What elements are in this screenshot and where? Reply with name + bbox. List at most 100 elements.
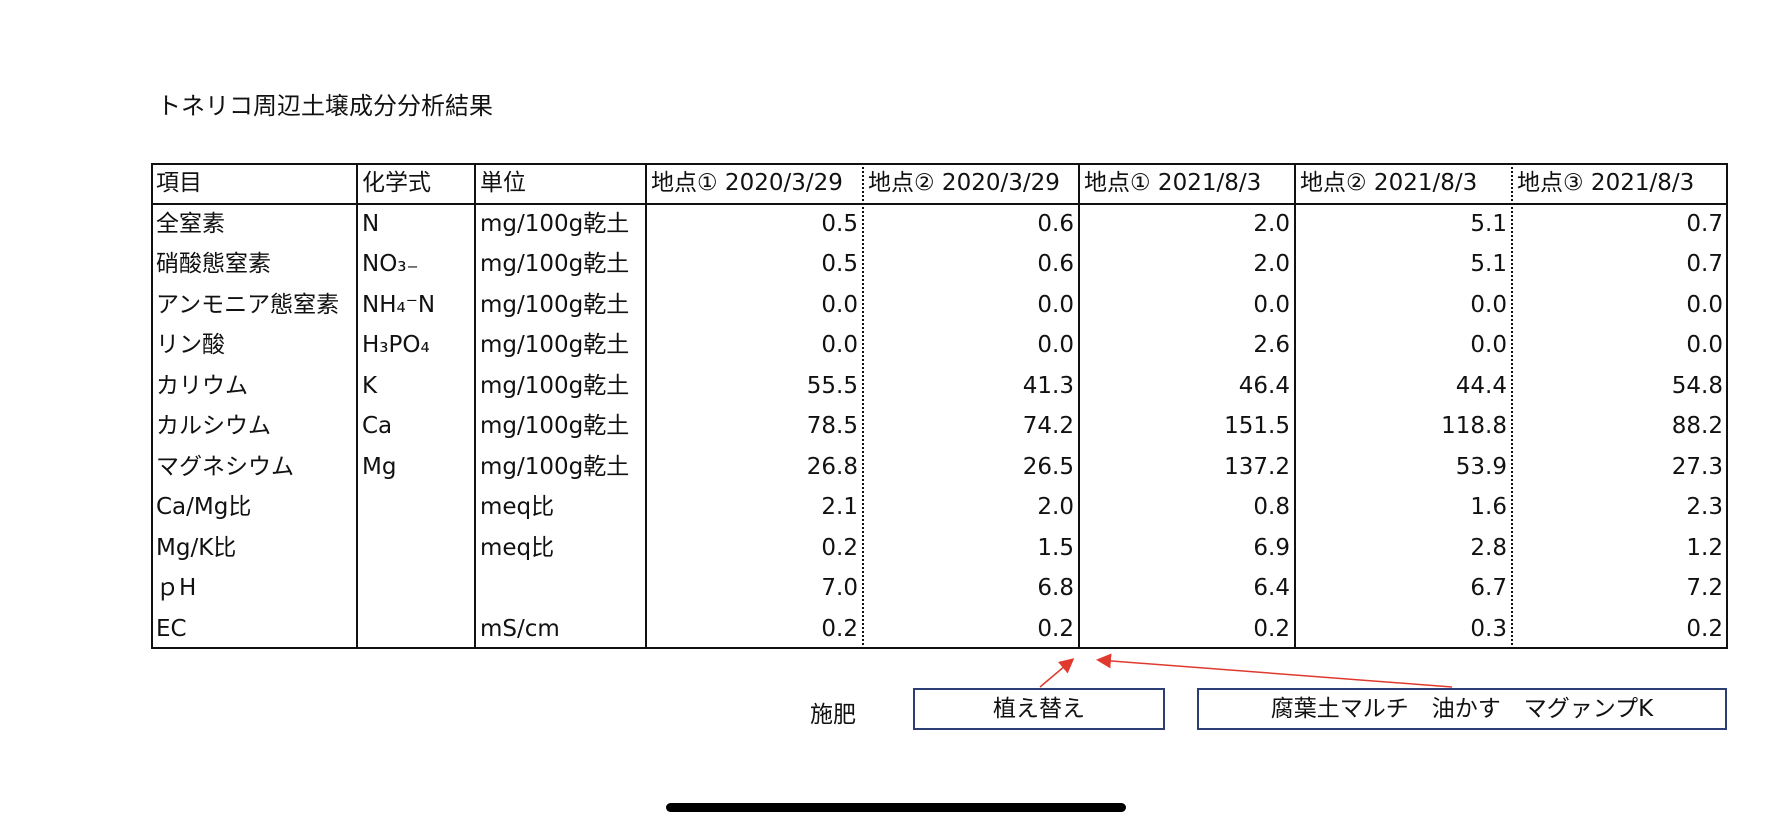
table-cell: 2.0	[1037, 494, 1074, 520]
table-cell: 硝酸態窒素	[156, 251, 271, 277]
table-cell: 6.8	[1037, 575, 1074, 601]
table-cell: H₃PO₄	[362, 332, 430, 358]
table-cell: mg/100g乾土	[480, 453, 630, 480]
table-border	[474, 163, 476, 649]
table-cell: 6.9	[1253, 534, 1290, 561]
table-cell: 88.2	[1671, 413, 1723, 439]
table-cell: 0.7	[1686, 251, 1723, 277]
table-cell: 2.1	[821, 494, 858, 520]
arrow	[1039, 658, 1075, 688]
table-cell: 0.0	[821, 332, 858, 358]
table-cell: 7.2	[1686, 575, 1723, 601]
table-cell: 27.3	[1671, 453, 1723, 480]
table-cell: K	[362, 372, 378, 399]
table-border	[645, 163, 647, 649]
table-cell: mg/100g乾土	[480, 210, 630, 237]
fertilizer-event: 腐葉土マルチ 油かす マグァンプK	[1197, 688, 1727, 730]
table-cell: 0.0	[1037, 291, 1074, 318]
table-cell: meq比	[480, 534, 555, 561]
table-cell: 55.5	[806, 372, 858, 399]
table-cell: 7.0	[821, 575, 858, 601]
table-cell: 41.3	[1022, 372, 1074, 399]
header-cell: 地点② 2021/8/3	[1300, 170, 1478, 196]
table-cell: NH₄⁻N	[362, 291, 436, 318]
table-cell: N	[362, 210, 380, 237]
header-cell: 項目	[156, 170, 202, 196]
table-cell: 0.6	[1037, 210, 1074, 237]
table-cell: 26.5	[1022, 453, 1074, 480]
table-cell: アンモニア態窒素	[156, 291, 340, 318]
table-cell: 1.6	[1470, 494, 1507, 520]
table-cell: 0.3	[1470, 615, 1507, 642]
fertilizer-label: 施肥	[810, 702, 856, 728]
table-cell: 0.0	[1253, 291, 1290, 318]
table-cell: mg/100g乾土	[480, 251, 630, 277]
table-cell: 46.4	[1238, 372, 1290, 399]
table-cell: mg/100g乾土	[480, 413, 630, 439]
table-cell: Ca/Mg比	[156, 494, 252, 520]
table-cell: 0.7	[1686, 210, 1723, 237]
table-cell: meq比	[480, 494, 555, 520]
table-cell: 0.2	[821, 534, 858, 561]
table-cell: 6.7	[1470, 575, 1507, 601]
table-cell: 2.0	[1253, 210, 1290, 237]
header-cell: 地点② 2020/3/29	[868, 170, 1060, 196]
table-cell: 0.8	[1253, 494, 1290, 520]
table-border	[151, 202, 1728, 205]
table-border	[1511, 163, 1513, 649]
table-cell: 44.4	[1455, 372, 1507, 399]
table-border	[1294, 163, 1296, 649]
table-cell: マグネシウム	[156, 453, 294, 480]
table-cell: 0.5	[821, 251, 858, 277]
table-cell: 6.4	[1253, 575, 1290, 601]
table-cell: mg/100g乾土	[480, 291, 630, 318]
table-cell: 0.2	[1686, 615, 1723, 642]
table-cell: mg/100g乾土	[480, 332, 630, 358]
table-cell: 2.0	[1253, 251, 1290, 277]
table-cell: Mg	[362, 453, 397, 480]
table-cell: 1.2	[1686, 534, 1723, 561]
table-border	[356, 163, 358, 649]
table-cell: 0.2	[1253, 615, 1290, 642]
table-border	[862, 163, 864, 649]
header-cell: 単位	[480, 170, 526, 196]
table-cell: 137.2	[1224, 453, 1290, 480]
header-cell: 化学式	[362, 170, 431, 196]
arrow	[1096, 653, 1453, 688]
table-cell: Mg/K比	[156, 534, 237, 561]
table-border	[1078, 163, 1080, 649]
table-cell: 0.0	[1037, 332, 1074, 358]
table-cell: 1.5	[1037, 534, 1074, 561]
table-cell: 151.5	[1224, 413, 1290, 439]
table-cell: 0.5	[821, 210, 858, 237]
table-cell: 118.8	[1441, 413, 1507, 439]
table-cell: ｐH	[156, 575, 197, 601]
table-cell: 54.8	[1671, 372, 1723, 399]
table-cell: 26.8	[806, 453, 858, 480]
table-cell: 0.0	[1470, 332, 1507, 358]
table-cell: 2.8	[1470, 534, 1507, 561]
table-cell: 78.5	[806, 413, 858, 439]
header-cell: 地点① 2021/8/3	[1084, 170, 1262, 196]
table-cell: 2.3	[1686, 494, 1723, 520]
table-cell: 5.1	[1470, 251, 1507, 277]
table-cell: 0.2	[821, 615, 858, 642]
table-cell: 0.0	[1686, 332, 1723, 358]
table-cell: カルシウム	[156, 413, 271, 439]
title: トネリコ周辺土壌成分分析結果	[157, 92, 493, 120]
table-cell: 0.0	[821, 291, 858, 318]
table-cell: 74.2	[1022, 413, 1074, 439]
table-cell: リン酸	[156, 332, 225, 358]
table-cell: 2.6	[1253, 332, 1290, 358]
home-indicator	[666, 803, 1126, 812]
table-border	[151, 163, 1728, 649]
table-cell: NO₃₋	[362, 251, 419, 277]
table-cell: mS/cm	[480, 615, 560, 642]
header-cell: 地点③ 2021/8/3	[1517, 170, 1695, 196]
fertilizer-event: 植え替え	[913, 688, 1165, 730]
table-cell: mg/100g乾土	[480, 372, 630, 399]
table-cell: 0.2	[1037, 615, 1074, 642]
table-cell: 全窒素	[156, 210, 225, 237]
table-cell: カリウム	[156, 372, 248, 399]
